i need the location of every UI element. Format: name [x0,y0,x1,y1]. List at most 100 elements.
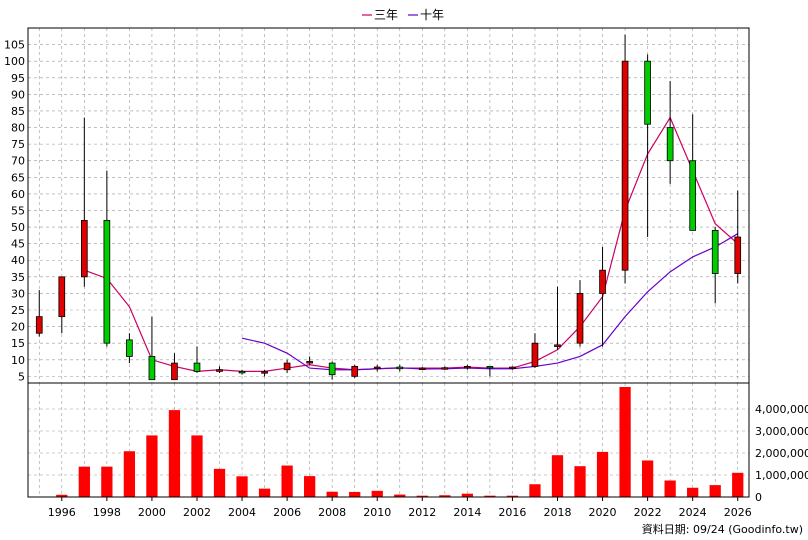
ma-3yr-line [84,116,739,372]
volume-bar [506,495,519,497]
candle-body [58,276,66,318]
volume-bar [484,495,496,497]
candle-body [644,60,651,125]
x-tick-label: 2026 [724,506,752,519]
volume-bar [304,476,316,497]
candle-body [396,366,404,370]
price-tick-label: 15 [11,337,25,350]
x-axis: 1996 1998 2000 2002 2004 2006 2008 2010 2012 2014… [48,497,752,519]
x-tick-label: 1998 [93,506,121,519]
candle-body [509,366,516,369]
candle-body [103,220,111,344]
candle-body [734,236,742,274]
legend: 三年 十年 [362,8,444,22]
price-tick-label: 105 [4,39,25,52]
x-tick-label: 2012 [408,506,436,519]
legend-label-10yr: 十年 [420,8,444,22]
volume-bar [394,494,406,497]
volume-tick-label: 1,000,000 [755,469,808,482]
price-tick-label: 80 [11,122,25,135]
candle-body [486,366,494,369]
candle-body [689,160,697,231]
price-tick-label: 70 [11,155,25,168]
volume-bar [439,495,451,497]
candle-body [351,366,359,377]
x-tick-label: 1996 [48,506,76,519]
volume-bar [641,460,654,497]
candle-body [80,220,88,278]
volume-bar [258,488,271,497]
candle-body [711,229,719,274]
volume-frame [27,382,750,498]
price-tick-label: 5 [18,370,25,383]
x-tick-label: 2010 [363,506,391,519]
volume-bar [529,484,541,497]
volume-bar [349,491,361,497]
legend-label-3yr: 三年 [374,8,398,22]
volume-bar [56,494,68,497]
price-panel: 5 10 15 20 25 30 35 40 45 50 55 60 65 70 75 80 85 90 95 100… [4,27,750,384]
volume-bar [416,495,428,497]
x-tick-label: 2000 [138,506,166,519]
volume-bar [326,491,338,497]
price-tick-label: 95 [11,72,25,85]
volume-bar [78,466,90,497]
price-tick-label: 90 [11,88,25,101]
volume-tick-label: 4,000,000 [755,403,808,416]
x-tick-label: 2020 [589,506,617,519]
candle-body [464,366,471,369]
candle-body [35,316,43,334]
candle-body [441,367,449,370]
candle-body [148,356,156,381]
price-tick-label: 20 [11,321,25,334]
price-tick-label: 10 [11,354,25,367]
candle-body [373,366,381,369]
volume-bar [213,468,226,497]
volume-bar [371,490,383,497]
price-tick-label: 100 [4,55,25,68]
volume-panel: 0 1,000,000 2,000,000 3,000,000 4,000,000 [27,382,808,504]
candle-body [238,370,246,374]
x-tick-label: 2014 [453,506,481,519]
candle-body [171,362,178,381]
candle-body [283,362,291,371]
price-tick-label: 50 [11,221,25,234]
candle-body [554,344,561,347]
candle-body [216,369,223,372]
volume-bar [191,435,203,497]
volume-bar [168,410,181,497]
x-tick-label: 2018 [543,506,571,519]
x-tick-label: 2016 [498,506,526,519]
candle-body [328,362,336,376]
x-tick-label: 2006 [273,506,301,519]
x-tick-label: 2004 [228,506,256,519]
candle-body [193,362,201,372]
candle-body [261,371,268,374]
volume-bar [664,480,676,497]
volume-tick-label: 0 [755,491,762,504]
volume-bar [687,487,699,497]
volume-bar [551,455,564,497]
candle-body [666,127,674,162]
volume-bar [123,451,136,497]
candle-body [418,367,426,370]
candle-body [599,269,606,294]
volume-bar [709,485,721,497]
price-tick-label: 40 [11,254,25,267]
volume-bar [596,451,609,497]
volume-tick-label: 2,000,000 [755,447,808,460]
price-tick-label: 60 [11,188,25,201]
volume-tick-label: 3,000,000 [755,425,808,438]
candle-body [126,339,133,357]
candle-body [621,60,629,271]
ma-10yr-line [241,233,739,371]
price-tick-label: 75 [11,138,25,151]
x-tick-label: 2008 [318,506,346,519]
data-source-footer: 資料日期: 09/24 (Goodinfo.tw) [642,522,803,536]
price-tick-label: 30 [11,287,25,300]
x-tick-label: 2022 [634,506,662,519]
volume-bar [281,465,293,497]
volume-bar [732,472,744,497]
candle-body [531,342,539,367]
